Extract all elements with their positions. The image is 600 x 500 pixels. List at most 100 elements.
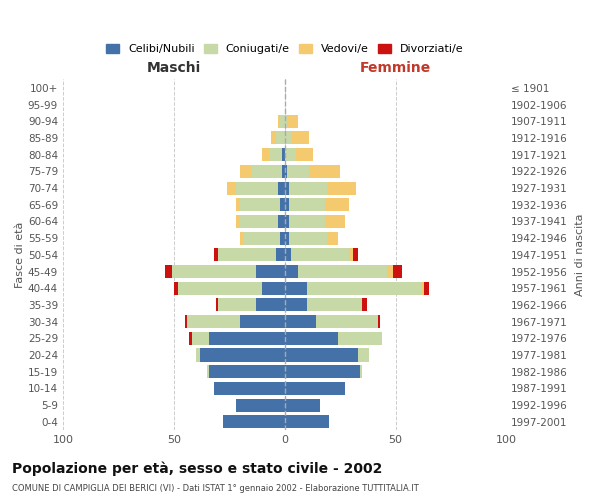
Bar [284, 416, 329, 428]
Bar [284, 148, 296, 161]
Bar [287, 114, 298, 128]
Bar [174, 282, 178, 294]
Bar [284, 348, 358, 362]
Bar [394, 265, 402, 278]
Y-axis label: Anni di nascita: Anni di nascita [575, 214, 585, 296]
Bar [378, 315, 380, 328]
Bar [325, 215, 344, 228]
Bar [280, 232, 284, 244]
Bar [284, 248, 292, 262]
Bar [289, 215, 325, 228]
Bar [269, 148, 283, 161]
Bar [178, 282, 262, 294]
Bar [284, 332, 338, 345]
Bar [262, 282, 284, 294]
Bar [284, 382, 344, 395]
Bar [284, 282, 307, 294]
Bar [278, 182, 284, 194]
Bar [284, 398, 320, 411]
Bar [218, 248, 276, 262]
Bar [327, 232, 338, 244]
Bar [316, 315, 378, 328]
Bar [209, 332, 284, 345]
Text: COMUNE DI CAMPIGLIA DEI BERICI (VI) - Dati ISTAT 1° gennaio 2002 - Elaborazione : COMUNE DI CAMPIGLIA DEI BERICI (VI) - Da… [12, 484, 419, 493]
Bar [362, 298, 367, 312]
Text: Maschi: Maschi [146, 62, 201, 76]
Bar [284, 315, 316, 328]
Bar [271, 132, 276, 144]
Bar [262, 148, 269, 161]
Bar [241, 232, 242, 244]
Bar [284, 198, 289, 211]
Bar [284, 114, 287, 128]
Bar [251, 165, 283, 178]
Text: Popolazione per età, sesso e stato civile - 2002: Popolazione per età, sesso e stato civil… [12, 461, 382, 475]
Bar [241, 215, 278, 228]
Bar [242, 232, 280, 244]
Bar [256, 298, 284, 312]
Bar [185, 315, 187, 328]
Bar [284, 232, 289, 244]
Bar [307, 298, 362, 312]
Bar [278, 114, 280, 128]
Bar [191, 332, 209, 345]
Bar [236, 398, 284, 411]
Bar [386, 265, 394, 278]
Bar [296, 148, 313, 161]
Bar [214, 248, 218, 262]
Bar [236, 198, 241, 211]
Bar [236, 182, 278, 194]
Bar [327, 182, 356, 194]
Bar [216, 298, 218, 312]
Bar [165, 265, 172, 278]
Y-axis label: Fasce di età: Fasce di età [15, 222, 25, 288]
Bar [283, 148, 284, 161]
Bar [289, 198, 325, 211]
Bar [280, 198, 284, 211]
Bar [236, 215, 241, 228]
Bar [307, 282, 422, 294]
Bar [172, 265, 256, 278]
Bar [424, 282, 429, 294]
Bar [187, 315, 241, 328]
Bar [284, 265, 298, 278]
Bar [325, 198, 349, 211]
Bar [284, 365, 360, 378]
Bar [338, 332, 382, 345]
Bar [353, 248, 358, 262]
Legend: Celibi/Nubili, Coniugati/e, Vedovi/e, Divorziati/e: Celibi/Nubili, Coniugati/e, Vedovi/e, Di… [101, 40, 468, 59]
Text: Femmine: Femmine [360, 62, 431, 76]
Bar [196, 348, 200, 362]
Bar [276, 248, 284, 262]
Bar [284, 182, 289, 194]
Bar [278, 215, 284, 228]
Bar [422, 282, 424, 294]
Bar [241, 198, 280, 211]
Bar [218, 298, 256, 312]
Bar [292, 248, 349, 262]
Bar [223, 416, 284, 428]
Bar [358, 348, 369, 362]
Bar [298, 265, 386, 278]
Bar [289, 182, 327, 194]
Bar [241, 315, 284, 328]
Bar [287, 165, 309, 178]
Bar [209, 365, 284, 378]
Bar [283, 165, 284, 178]
Bar [292, 132, 309, 144]
Bar [284, 215, 289, 228]
Bar [284, 165, 287, 178]
Bar [360, 365, 362, 378]
Bar [190, 332, 191, 345]
Bar [241, 165, 251, 178]
Bar [284, 132, 292, 144]
Bar [349, 248, 353, 262]
Bar [309, 165, 340, 178]
Bar [289, 232, 327, 244]
Bar [276, 132, 284, 144]
Bar [280, 114, 284, 128]
Bar [200, 348, 284, 362]
Bar [207, 365, 209, 378]
Bar [227, 182, 236, 194]
Bar [256, 265, 284, 278]
